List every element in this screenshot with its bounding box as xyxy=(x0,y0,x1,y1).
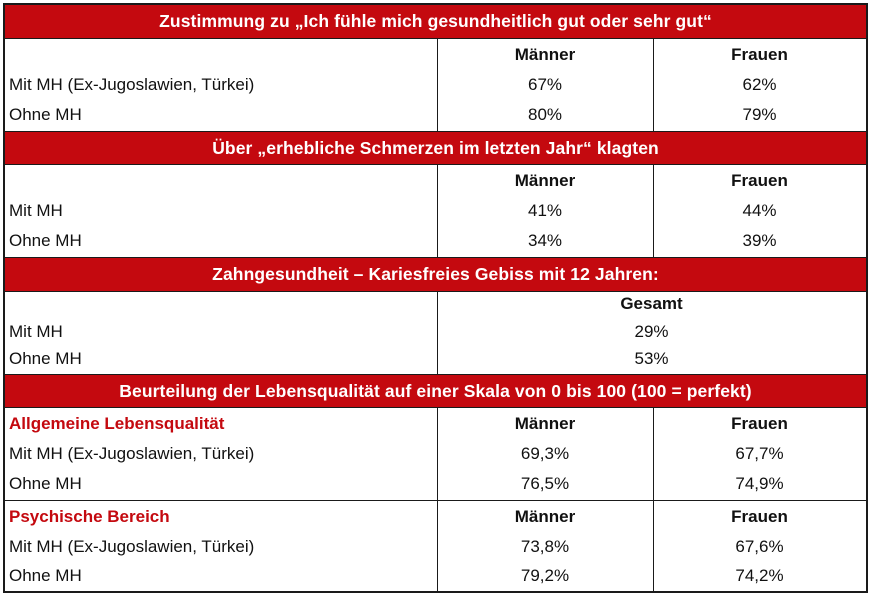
column-divider xyxy=(437,291,438,374)
column-header-row: Allgemeine Lebensqualität Männer Frauen xyxy=(5,409,866,439)
health-comparison-table: Zustimmung zu „Ich fühle mich gesundheit… xyxy=(3,3,868,593)
value-men: 67% xyxy=(527,75,563,94)
subsection-label: Allgemeine Lebensqualität xyxy=(9,414,225,433)
table-row: Ohne MH 53% xyxy=(5,345,866,372)
row-label: Ohne MH xyxy=(9,566,82,585)
table-row: Ohne MH 34% 39% xyxy=(5,226,866,256)
value-women: 44% xyxy=(742,201,777,220)
row-label: Mit MH (Ex-Jugoslawien, Türkei) xyxy=(9,537,255,556)
table-row: Mit MH (Ex-Jugoslawien, Türkei) 67% 62% xyxy=(5,70,866,100)
column-header-row: Psychische Bereich Männer Frauen xyxy=(5,502,866,532)
column-header-row: Männer Frauen xyxy=(5,166,866,196)
value-men: 73,8% xyxy=(520,537,570,556)
subsection-psychological: Psychische Bereich Männer Frauen Mit MH … xyxy=(5,501,866,591)
section-general-health: Männer Frauen Mit MH (Ex-Jugoslawien, Tü… xyxy=(5,38,866,132)
section-pain: Männer Frauen Mit MH 41% 44% Ohne MH 34%… xyxy=(5,164,866,258)
subsection-label: Psychische Bereich xyxy=(9,507,170,526)
table-row: Ohne MH 80% 79% xyxy=(5,100,866,130)
section-header-pain: Über „erhebliche Schmerzen im letzten Ja… xyxy=(5,132,866,165)
column-divider xyxy=(653,164,654,257)
value-men: 80% xyxy=(527,105,563,124)
column-header-men: Männer xyxy=(514,45,576,64)
column-header-men: Männer xyxy=(514,171,576,190)
value-men: 41% xyxy=(527,201,563,220)
value-women: 67,6% xyxy=(735,537,784,556)
column-divider xyxy=(437,407,438,500)
section-header-general-health: Zustimmung zu „Ich fühle mich gesundheit… xyxy=(5,5,866,39)
column-header-women: Frauen xyxy=(731,507,788,526)
row-label: Ohne MH xyxy=(9,349,82,368)
column-header-women: Frauen xyxy=(731,171,788,190)
column-divider xyxy=(653,501,654,591)
table-row: Mit MH (Ex-Jugoslawien, Türkei) 73,8% 67… xyxy=(5,532,866,562)
table-row: Mit MH 41% 44% xyxy=(5,196,866,226)
column-header-women: Frauen xyxy=(731,414,788,433)
column-header-total: Gesamt xyxy=(620,294,683,313)
value-men: 69,3% xyxy=(520,444,570,463)
row-label: Mit MH xyxy=(9,201,63,220)
row-label: Mit MH (Ex-Jugoslawien, Türkei) xyxy=(9,75,255,94)
column-divider xyxy=(437,164,438,257)
section-header-quality-of-life: Beurteilung der Lebensqualität auf einer… xyxy=(5,375,866,408)
table-row: Ohne MH 79,2% 74,2% xyxy=(5,561,866,591)
row-label: Ohne MH xyxy=(9,231,82,250)
value-women: 79% xyxy=(742,105,777,124)
column-header-women: Frauen xyxy=(731,45,788,64)
subsection-general-quality-of-life: Allgemeine Lebensqualität Männer Frauen … xyxy=(5,407,866,501)
column-header-row: Männer Frauen xyxy=(5,40,866,70)
row-label: Ohne MH xyxy=(9,474,82,493)
column-divider xyxy=(437,38,438,131)
value-men: 79,2% xyxy=(520,566,570,585)
value-total: 53% xyxy=(634,349,669,368)
column-divider xyxy=(653,407,654,500)
column-divider xyxy=(437,501,438,591)
column-header-men: Männer xyxy=(514,414,576,433)
value-women: 39% xyxy=(742,231,777,250)
column-header-row: Gesamt xyxy=(5,291,866,317)
section-dental-health: Gesamt Mit MH 29% Ohne MH 53% xyxy=(5,291,866,375)
column-header-men: Männer xyxy=(514,507,576,526)
table-row: Ohne MH 76,5% 74,9% xyxy=(5,469,866,499)
section-header-dental-health: Zahngesundheit – Kariesfreies Gebiss mit… xyxy=(5,258,866,292)
value-women: 62% xyxy=(742,75,777,94)
value-women: 74,9% xyxy=(735,474,784,493)
value-men: 34% xyxy=(527,231,563,250)
value-total: 29% xyxy=(634,322,669,341)
row-label: Mit MH (Ex-Jugoslawien, Türkei) xyxy=(9,444,255,463)
value-women: 74,2% xyxy=(735,566,784,585)
row-label: Mit MH xyxy=(9,322,63,341)
table-row: Mit MH 29% xyxy=(5,318,866,345)
column-divider xyxy=(653,38,654,131)
value-women: 67,7% xyxy=(735,444,784,463)
row-label: Ohne MH xyxy=(9,105,82,124)
value-men: 76,5% xyxy=(520,474,570,493)
table-row: Mit MH (Ex-Jugoslawien, Türkei) 69,3% 67… xyxy=(5,439,866,469)
